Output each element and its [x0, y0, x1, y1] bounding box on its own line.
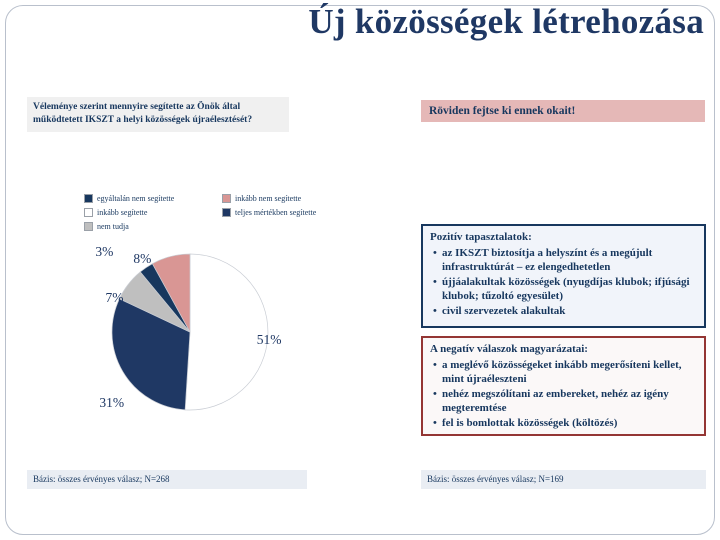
legend-label: egyáltalán nem segítette [97, 194, 175, 203]
bullet-item: nehéz megszólítani az embereket, nehéz a… [430, 387, 697, 416]
pie-slice [111, 298, 191, 411]
positive-experiences-box: Pozitív tapasztalatok: az IKSZT biztosít… [421, 224, 706, 328]
open-question-prompt-box: Röviden fejtse ki ennek okait! [421, 100, 705, 122]
negative-explanations-box: A negatív válaszok magyarázatai: a meglé… [421, 336, 706, 437]
pie-value-label: 7% [105, 290, 124, 306]
legend-label: nem tudja [97, 222, 129, 231]
bullet-item: a meglévő közösségeket inkább megerősíte… [430, 358, 697, 387]
legend-item: teljes mértékben segítette [222, 208, 316, 217]
legend-label: inkább segítette [97, 208, 148, 217]
legend-item: egyáltalán nem segítette [84, 194, 212, 203]
legend-item: nem tudja [84, 222, 212, 231]
bullet-item: újjáalakultak közösségek (nyugdíjas klub… [430, 275, 697, 304]
legend-swatch [222, 208, 231, 217]
bullet-item: fel is bomlottak közösségek (költözés) [430, 416, 697, 431]
pie-legend-col-1: egyáltalán nem segítette inkább segítette… [84, 194, 212, 231]
bullet-item: civil szervezetek alakultak [430, 304, 697, 319]
pie-chart: 51% 31% 7% 3% 8% [95, 237, 285, 427]
legend-swatch [84, 194, 93, 203]
negative-bullet-list: a meglévő közösségeket inkább megerősíte… [430, 358, 697, 431]
pie-chart-svg [111, 253, 269, 411]
pie-slice [151, 253, 191, 333]
pie-value-label: 31% [99, 394, 125, 410]
pie-legend: egyáltalán nem segítette inkább segítette… [84, 194, 316, 231]
pie-legend-col-2: inkább nem segítette teljes mértékben seg… [222, 194, 316, 231]
legend-swatch [84, 208, 93, 217]
bullet-item: az IKSZT biztosítja a helyszínt és a meg… [430, 246, 697, 275]
positive-bullet-list: az IKSZT biztosítja a helyszínt és a meg… [430, 246, 697, 319]
legend-label: inkább nem segítette [235, 194, 302, 203]
pie-slice [184, 253, 269, 411]
survey-question-box: Véleménye szerint mennyire segítette az … [27, 97, 289, 132]
pie-value-label: 3% [95, 244, 114, 260]
basis-note-right: Bázis: összes érvényes válasz; N=169 [421, 470, 706, 489]
slide-title: Új közösségek létrehozása [308, 2, 704, 41]
positive-heading: Pozitív tapasztalatok: [430, 231, 532, 243]
legend-label: teljes mértékben segítette [235, 208, 317, 217]
legend-swatch [84, 222, 93, 231]
legend-item: inkább nem segítette [222, 194, 316, 203]
pie-value-labels: 51% 31% 7% 3% 8% [95, 237, 285, 427]
pie-value-label: 8% [133, 250, 152, 266]
pie-value-label: 51% [256, 332, 282, 348]
legend-swatch [222, 194, 231, 203]
basis-note-left: Bázis: összes érvényes válasz; N=268 [27, 470, 307, 489]
negative-heading: A negatív válaszok magyarázatai: [430, 343, 588, 355]
legend-item: inkább segítette [84, 208, 212, 217]
